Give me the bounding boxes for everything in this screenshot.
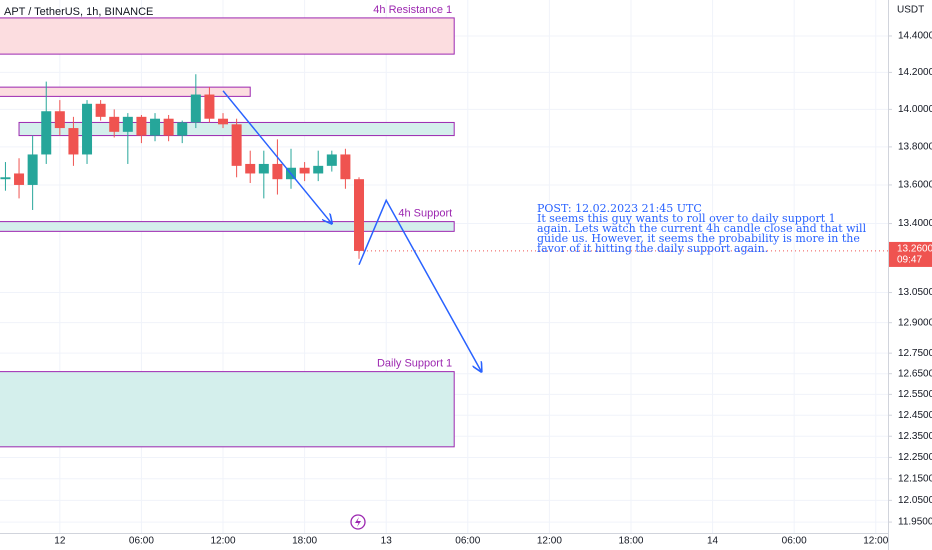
candle-body <box>122 116 133 132</box>
note-text: It seems this guy wants to roll over to … <box>537 212 836 225</box>
y-tick-label: 11.9500 <box>898 517 932 528</box>
x-tick-label: 12:00 <box>863 536 888 547</box>
x-tick-label: 12 <box>54 536 66 547</box>
y-tick-label: 13.8000 <box>898 142 932 153</box>
grid <box>0 0 888 533</box>
y-tick-label: 12.7500 <box>898 348 932 359</box>
y-tick-label: 13.4000 <box>898 218 932 229</box>
x-tick-label: 12:00 <box>211 536 236 547</box>
y-tick-label: 12.6500 <box>898 368 932 379</box>
candle-body <box>27 154 38 185</box>
y-axis-label: USDT <box>897 5 924 16</box>
y-tick-label: 14.2000 <box>898 67 932 78</box>
plot-area: 4h Resistance 1 4h Support Daily Support 1 <box>0 4 888 448</box>
candle-body <box>231 124 242 166</box>
zone-label: 4h Support <box>398 208 452 220</box>
note-text: favor of it hitting the daily support ag… <box>537 242 768 255</box>
candle-body <box>95 103 106 117</box>
candle-body <box>204 94 215 119</box>
zone-label: Daily Support 1 <box>377 358 452 370</box>
x-tick-label: 06:00 <box>129 536 154 547</box>
zone <box>0 221 455 232</box>
x-tick-label: 06:00 <box>455 536 480 547</box>
candle-body <box>0 177 11 180</box>
chart-title: APT / TetherUS, 1h, BINANCE <box>4 6 153 18</box>
candle-body <box>150 118 161 136</box>
x-tick-label: 14 <box>707 536 719 547</box>
zone-label: 4h Resistance 1 <box>373 4 452 16</box>
price-label-box <box>889 241 932 267</box>
y-tick-label: 12.9000 <box>898 317 932 328</box>
x-tick-label: 18:00 <box>292 536 317 547</box>
y-tick-label: 13.0500 <box>898 287 932 298</box>
candle-body <box>354 179 365 251</box>
y-tick-label: 12.1500 <box>898 473 932 484</box>
candle-body <box>82 103 93 155</box>
zone <box>0 17 455 55</box>
candle-body <box>190 94 201 123</box>
candle-body <box>299 167 310 174</box>
candle-body <box>258 163 269 174</box>
candle-body <box>41 111 52 155</box>
candle-body <box>245 163 256 174</box>
x-tick-label: 06:00 <box>782 536 807 547</box>
note-text: POST: 12.02.2023 21:45 UTC <box>537 202 702 215</box>
candle-body <box>54 111 65 129</box>
candle-body <box>136 116 147 136</box>
candle-body <box>163 118 174 136</box>
candle-body <box>326 154 337 166</box>
x-tick-label: 13 <box>381 536 393 547</box>
candle-body <box>340 154 351 180</box>
y-tick-label: 12.5500 <box>898 389 932 400</box>
y-tick-label: 12.2500 <box>898 452 932 463</box>
zone <box>0 371 455 448</box>
y-tick-label: 12.4500 <box>898 410 932 421</box>
note-text: guide us. However, it seems the probabil… <box>537 232 860 245</box>
price-label: 13.2600 <box>897 244 932 255</box>
candle-body <box>109 116 120 132</box>
y-tick-label: 14.4000 <box>898 31 932 42</box>
y-tick-label: 14.0000 <box>898 104 932 115</box>
icon[interactable] <box>350 514 366 530</box>
arrow <box>222 90 332 224</box>
x-tick-label: 18:00 <box>618 536 643 547</box>
zone <box>0 86 251 97</box>
countdown: 09:47 <box>897 255 922 266</box>
candle-body <box>313 165 324 174</box>
y-tick-label: 12.0500 <box>898 495 932 506</box>
candle-body <box>272 163 283 180</box>
y-tick-label: 12.3500 <box>898 431 932 442</box>
note-text: again. Lets watch the current 4h candle … <box>537 222 867 235</box>
candle-body <box>68 128 79 155</box>
candle-body <box>177 122 188 136</box>
x-tick-label: 12:00 <box>537 536 562 547</box>
y-tick-label: 13.6000 <box>898 180 932 191</box>
candle-body <box>14 173 25 185</box>
icon <box>355 517 361 527</box>
candle-body <box>218 118 229 125</box>
axes: 14.4000 14.2000 14.0000 13.8000 13.6000 13.40… <box>54 31 932 547</box>
arrow <box>358 198 481 371</box>
